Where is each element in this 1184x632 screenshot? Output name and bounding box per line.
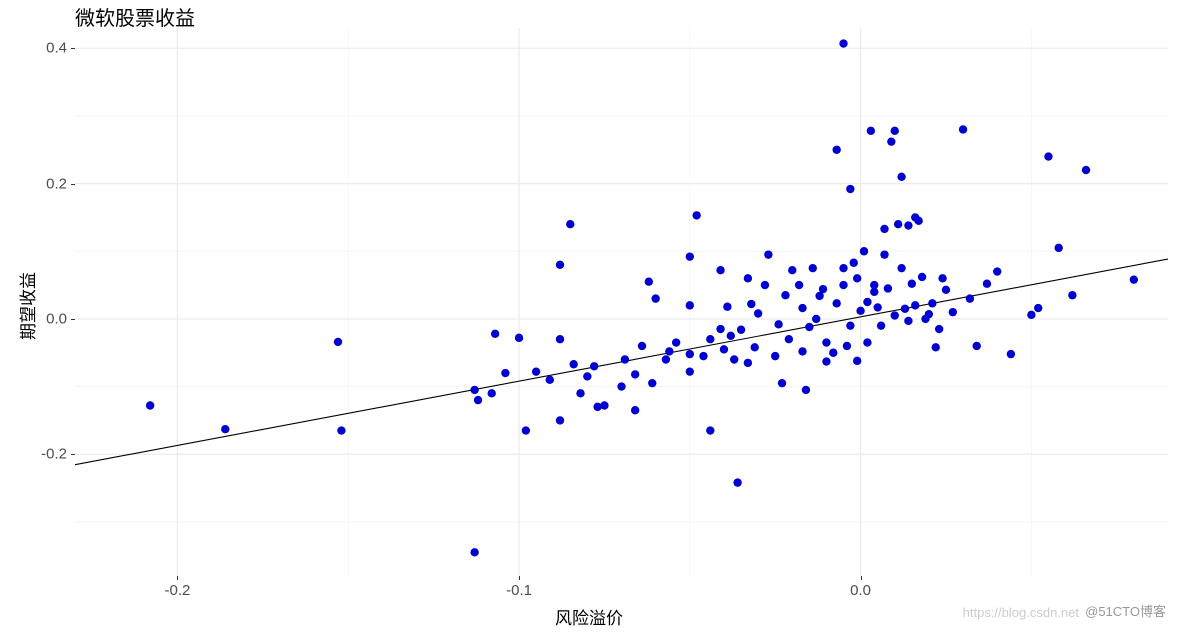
y-axis-label: 期望收益	[14, 272, 39, 340]
x-tick-mark	[177, 576, 178, 580]
x-tick-mark	[861, 576, 862, 580]
chart-title: 微软股票收益	[75, 2, 195, 31]
scatter-chart: 微软股票收益 期望收益 风险溢价 -0.2 -0.1 0.0 -0.2 0.0 0.2 0…	[0, 0, 1184, 632]
x-tick-label: -0.1	[506, 582, 532, 599]
y-tick-label: -0.2	[39, 446, 67, 463]
x-tick-label: 0.0	[850, 582, 871, 599]
watermark-blog: @51CTO博客	[1085, 601, 1166, 620]
x-axis-label: 风险溢价	[555, 604, 623, 629]
y-tick-mark	[71, 454, 75, 455]
x-tick-label: -0.2	[165, 582, 191, 599]
plot-panel	[75, 28, 1168, 576]
y-tick-mark	[71, 184, 75, 185]
y-tick-mark	[71, 319, 75, 320]
x-tick-mark	[519, 576, 520, 580]
y-tick-label: 0.2	[39, 175, 67, 192]
watermark-url: https://blog.csdn.net	[963, 605, 1079, 620]
y-tick-label: 0.0	[39, 310, 67, 327]
y-tick-mark	[71, 48, 75, 49]
y-tick-label: 0.4	[39, 40, 67, 57]
